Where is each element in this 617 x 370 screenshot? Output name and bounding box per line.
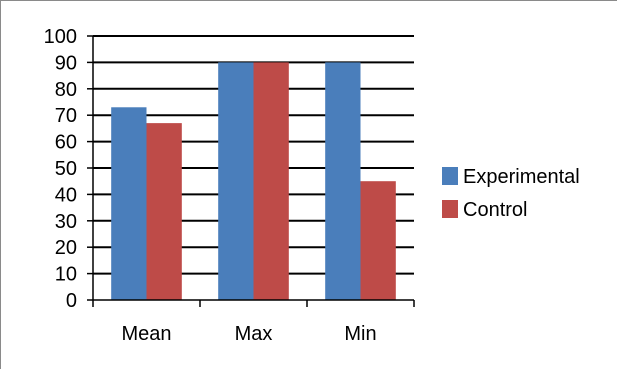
legend-swatch-experimental	[442, 167, 458, 185]
x-category-label: Max	[235, 323, 273, 345]
legend-label-experimental: Experimental	[463, 166, 580, 188]
y-tick-label: 50	[55, 158, 77, 180]
bar-experimental-mean	[111, 107, 147, 300]
axes	[87, 35, 415, 307]
legend-label-control: Control	[463, 199, 527, 221]
bars	[111, 62, 396, 301]
bar-experimental-max	[218, 62, 254, 301]
y-tick-label: 40	[55, 184, 77, 206]
x-category-label: Mean	[121, 323, 171, 345]
bar-control-mean	[146, 123, 182, 301]
y-tick-label: 0	[66, 290, 77, 312]
legend: Experimental Control	[442, 166, 580, 221]
y-tick-label: 80	[55, 79, 77, 101]
bar-experimental-min	[325, 62, 361, 301]
y-tick-label: 30	[55, 211, 77, 233]
y-tick-labels: 0 10 20 30 40 50 60 70 80 90 100	[44, 26, 77, 312]
y-tick-label: 70	[55, 105, 77, 127]
bar-control-min	[360, 181, 396, 300]
y-tick-label: 100	[44, 26, 77, 48]
x-category-label: Min	[344, 323, 376, 345]
x-category-labels: Mean Max Min	[121, 323, 376, 345]
y-tick-label: 20	[55, 237, 77, 259]
bar-control-max	[253, 62, 289, 301]
legend-swatch-control	[442, 200, 458, 218]
y-tick-label: 60	[55, 132, 77, 154]
y-tick-label: 90	[55, 52, 77, 74]
y-tick-label: 10	[55, 264, 77, 286]
